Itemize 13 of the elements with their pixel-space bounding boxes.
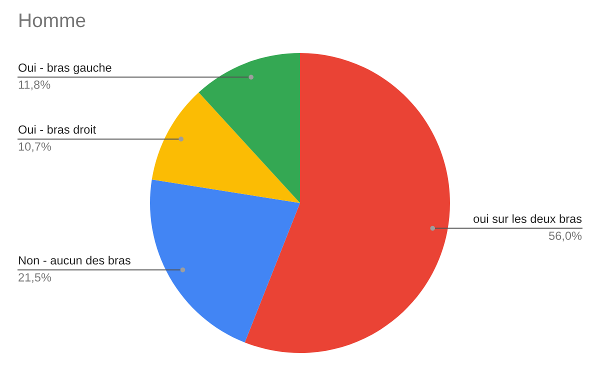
pie-slice (152, 92, 300, 203)
data-label: 11,8% (18, 80, 50, 90)
data-label: 21,5% (18, 273, 52, 283)
chart-title: Homme (20, 14, 86, 28)
slice-label: Non - aucun des bras (18, 256, 130, 265)
pie-slice (198, 53, 300, 203)
pie-slice (244, 53, 450, 353)
slice-label: Oui - bras gauche (18, 63, 112, 74)
slice-label: Oui - bras droit (18, 125, 96, 134)
data-label: 56,0% (549, 232, 582, 242)
data-label: 10,7% (18, 142, 52, 152)
pie-slice (150, 180, 300, 342)
slice-label: oui sur les deux bras (474, 214, 582, 223)
